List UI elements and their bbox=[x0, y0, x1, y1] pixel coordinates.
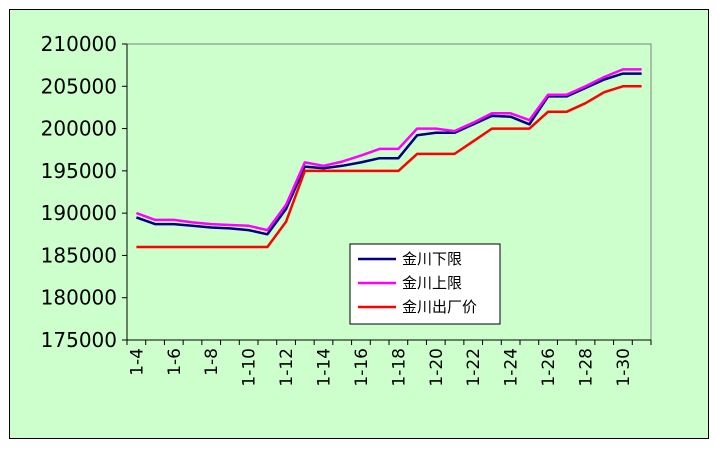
series-line bbox=[136, 85, 642, 249]
y-tick-label: 200000 bbox=[41, 117, 117, 141]
series-layer bbox=[135, 68, 642, 249]
x-tick-label: 1-24 bbox=[502, 348, 522, 387]
x-tick-label: 1-12 bbox=[277, 348, 297, 387]
chart-area-background: 175000 180000 185000 190000 195000 200000 2050… bbox=[9, 9, 709, 439]
x-tick-label: 1-28 bbox=[577, 348, 597, 387]
x-tick-label: 1-20 bbox=[427, 348, 447, 387]
y-tick-label: 190000 bbox=[41, 201, 117, 225]
y-axis: 175000 180000 185000 190000 195000 200000 2050… bbox=[41, 32, 128, 352]
x-tick-label: 1-18 bbox=[389, 348, 409, 387]
x-tick-label: 1-26 bbox=[539, 348, 559, 387]
x-axis: 1-4 1-6 1-8 1-10 1-12 1-14 1-16 1-18 1-20 1-22 1-2… bbox=[126, 339, 652, 387]
legend-label: 金川下限 bbox=[402, 250, 462, 268]
line-chart: 175000 180000 185000 190000 195000 200000 2050… bbox=[41, 32, 652, 387]
series-line bbox=[135, 68, 642, 232]
x-tick-label: 1-14 bbox=[315, 348, 335, 387]
x-tick-label: 1-10 bbox=[240, 348, 260, 387]
series-line bbox=[135, 72, 642, 236]
y-tick-label: 205000 bbox=[41, 74, 117, 98]
y-tick-label: 185000 bbox=[41, 243, 117, 267]
x-tick-label: 1-4 bbox=[127, 348, 147, 376]
legend-label: 金川上限 bbox=[402, 274, 462, 292]
y-tick-label: 180000 bbox=[41, 286, 117, 310]
x-tick-label: 1-16 bbox=[352, 348, 372, 387]
x-tick-label: 1-8 bbox=[202, 348, 222, 376]
x-tick-label: 1-30 bbox=[614, 348, 634, 387]
y-tick-label: 210000 bbox=[41, 32, 117, 56]
x-tick-label: 1-22 bbox=[464, 348, 484, 387]
y-tick-label: 175000 bbox=[41, 328, 117, 352]
legend-label: 金川出厂价 bbox=[402, 298, 477, 316]
y-tick-label: 195000 bbox=[41, 159, 117, 183]
x-tick-label: 1-6 bbox=[165, 348, 185, 376]
